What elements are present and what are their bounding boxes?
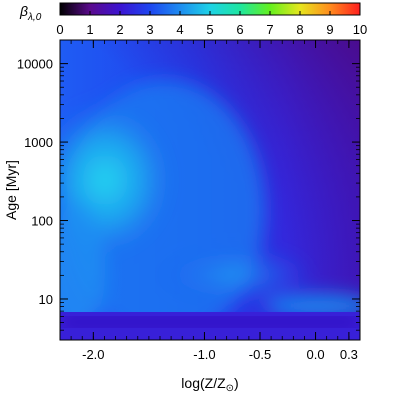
x-tick-label: -2.0 xyxy=(82,347,104,362)
heatmap-ridge-lower xyxy=(155,245,315,305)
colorbar: 0 1 2 3 4 5 6 7 8 9 10 βλ,0 xyxy=(19,2,367,37)
heatmap-field xyxy=(60,40,360,340)
heatmap-ridge-right xyxy=(265,294,360,318)
x-axis-label: log(Z/Z⊙) xyxy=(181,375,238,394)
y-axis-label: Age [Myr] xyxy=(3,160,19,220)
colorbar-tick-label: 6 xyxy=(236,22,243,37)
colorbar-tick-label: 8 xyxy=(296,22,303,37)
x-tick-label: 0.0 xyxy=(307,347,325,362)
heatmap-bright-region xyxy=(60,100,175,260)
colorbar-tick-label: 0 xyxy=(56,22,63,37)
colorbar-label: βλ,0 xyxy=(19,3,42,23)
colorbar-tick-label: 5 xyxy=(206,22,213,37)
x-tick-label: -1.0 xyxy=(193,347,215,362)
colorbar-tick-label: 7 xyxy=(266,22,273,37)
y-axis-ticks: 10 100 1000 10000 xyxy=(17,39,360,341)
heatmap-low-age-band-core xyxy=(60,318,360,326)
plot-frame xyxy=(59,39,361,341)
x-axis-ticks: -2.0 -1.0 -0.5 0.0 0.3 xyxy=(59,40,361,362)
y-tick-label: 100 xyxy=(31,214,53,229)
colorbar-tick-label: 3 xyxy=(146,22,153,37)
heatmap-left-band xyxy=(60,200,105,340)
y-tick-label: 1000 xyxy=(24,135,53,150)
colorbar-tick-label: 4 xyxy=(176,22,183,37)
colorbar-tick-label: 2 xyxy=(116,22,123,37)
colorbar-tick-label: 9 xyxy=(326,22,333,37)
colorbar-ticks: 0 1 2 3 4 5 6 7 8 9 10 xyxy=(56,11,367,37)
colorbar-tick-label: 1 xyxy=(86,22,93,37)
y-tick-label: 10000 xyxy=(17,57,53,72)
colorbar-tick-label: 10 xyxy=(353,22,367,37)
x-tick-label: 0.3 xyxy=(340,347,358,362)
x-tick-label: -0.5 xyxy=(249,347,271,362)
y-tick-label: 10 xyxy=(39,292,53,307)
